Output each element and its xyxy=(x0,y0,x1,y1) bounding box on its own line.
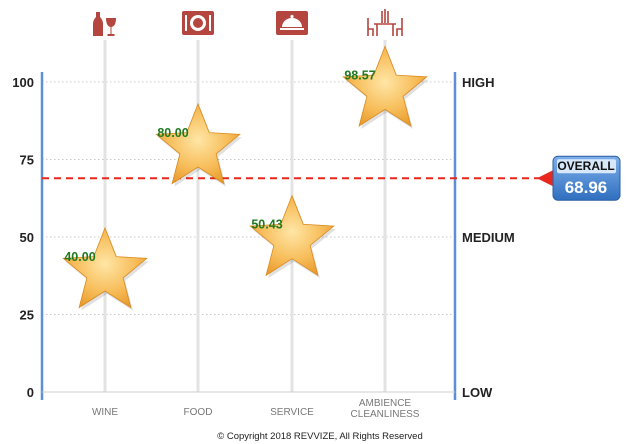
star-marker xyxy=(62,226,148,309)
y-tick-label: 25 xyxy=(20,308,34,323)
level-medium-label: MEDIUM xyxy=(462,230,515,245)
candles-shape xyxy=(381,9,389,23)
service-cloche-icon xyxy=(276,11,308,35)
category-label-line: AMBIENCE xyxy=(359,398,412,409)
value-label: 98.57 xyxy=(344,68,375,82)
copyright-footer: © Copyright 2018 REVVIZE, All Rights Res… xyxy=(217,431,423,442)
wine-glass-shape xyxy=(106,18,116,36)
category-label: SERVICE xyxy=(270,407,314,418)
overall-title-bg xyxy=(557,159,616,174)
fork-shape xyxy=(185,15,187,31)
overall-marker: OVERALL 68.96 xyxy=(42,155,621,201)
food-plate-icon xyxy=(182,11,214,35)
category-label: FOOD xyxy=(184,407,213,418)
value-label: 40.00 xyxy=(64,250,95,264)
tray-shape xyxy=(280,28,304,30)
knife-shape xyxy=(209,15,211,31)
category-label: AMBIENCE CLEANLINESS xyxy=(351,398,420,420)
y-tick-label: 100 xyxy=(12,75,34,90)
x-axis-categories: WINE FOOD SERVICE AMBIENCE CLEANLINESS xyxy=(92,398,420,420)
wine-bottle-glass-icon xyxy=(93,12,116,36)
plate-inner xyxy=(193,18,203,28)
star-marker xyxy=(155,102,241,185)
cloche-shape xyxy=(282,18,302,27)
overall-pointer xyxy=(537,170,553,187)
star-marker xyxy=(342,45,428,127)
category-label: WINE xyxy=(92,407,118,418)
value-label: 50.43 xyxy=(251,218,282,232)
wine-bottle-shape xyxy=(93,12,103,36)
category-label-line: CLEANLINESS xyxy=(351,409,420,420)
y-axis-ticks: 0 25 50 75 100 xyxy=(12,75,34,400)
level-low-label: LOW xyxy=(462,385,493,400)
axes xyxy=(40,72,457,400)
star-marker xyxy=(249,194,335,277)
overall-title: OVERALL xyxy=(557,159,614,173)
category-icons xyxy=(93,9,403,36)
star-markers: 40.00 80.00 50.43 98.57 xyxy=(62,45,429,311)
y-tick-label: 50 xyxy=(20,230,34,245)
value-label: 80.00 xyxy=(157,126,188,140)
level-high-label: HIGH xyxy=(462,75,495,90)
y-tick-label: 0 xyxy=(27,385,34,400)
y-tick-label: 75 xyxy=(20,153,34,168)
table-shape xyxy=(374,23,396,36)
dining-table-icon xyxy=(367,9,403,36)
level-labels: HIGH MEDIUM LOW xyxy=(462,75,515,400)
chairs-shape xyxy=(367,18,403,36)
cloche-knob xyxy=(290,14,294,19)
overall-value: 68.96 xyxy=(565,178,608,197)
